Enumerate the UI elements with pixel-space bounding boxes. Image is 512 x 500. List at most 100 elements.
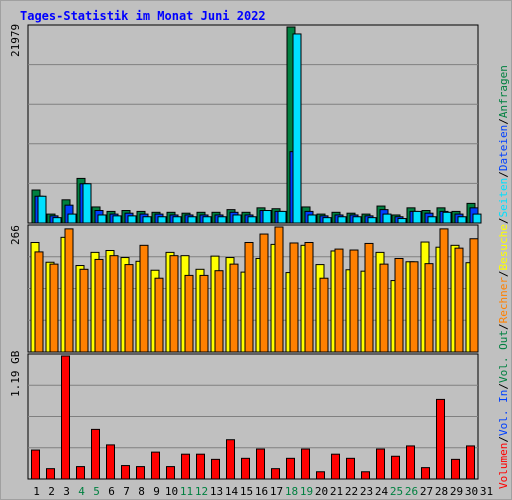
bar-hits-seiten-day-11 [187, 216, 197, 224]
bar-volume-volumen-day-13 [211, 458, 220, 480]
bar-visits-rechner-day-12 [199, 274, 209, 353]
legend-item-vol-in: Vol. In [497, 389, 510, 437]
bar-visits-rechner-day-23 [364, 242, 374, 353]
x-tick-label: 2 [48, 485, 55, 498]
bar-visits-rechner-day-18 [289, 242, 299, 353]
bar-visits-rechner-day-15 [244, 242, 254, 353]
x-tick-label: 30 [465, 485, 478, 498]
legend-separator: / [497, 270, 510, 278]
bar-volume-volumen-day-5 [91, 428, 100, 480]
bar-hits-seiten-day-2 [52, 217, 62, 224]
bar-hits-seiten-day-9 [157, 216, 167, 224]
bar-volume-volumen-day-29 [451, 458, 460, 480]
x-tick-label: 5 [93, 485, 100, 498]
bar-visits-rechner-day-29 [454, 247, 464, 353]
bar-volume-volumen-day-8 [136, 466, 145, 480]
bar-volume-volumen-day-14 [226, 439, 235, 480]
bars [30, 26, 482, 480]
x-tick-label: 6 [108, 485, 115, 498]
x-tick-label: 11 [180, 485, 193, 498]
bar-hits-seiten-day-8 [142, 216, 152, 224]
x-tick-label: 3 [63, 485, 70, 498]
bar-visits-rechner-day-13 [214, 270, 224, 353]
x-tick-label: 13 [210, 485, 223, 498]
bar-volume-volumen-day-9 [151, 451, 160, 480]
bar-volume-volumen-day-12 [196, 453, 205, 480]
bar-hits-seiten-day-27 [427, 216, 437, 224]
x-tick-label: 31 [480, 485, 493, 498]
legend-separator: / [497, 383, 510, 390]
bar-hits-seiten-day-20 [322, 217, 332, 224]
panel-hits [27, 24, 479, 224]
bar-hits-seiten-day-3 [67, 213, 77, 224]
bar-volume-volumen-day-18 [286, 457, 295, 480]
bar-hits-seiten-day-6 [112, 215, 122, 224]
bar-hits-seiten-day-28 [442, 211, 452, 224]
x-tick-label: 10 [165, 485, 178, 498]
bar-hits-seiten-day-1 [37, 195, 47, 224]
legend-separator: / [497, 171, 510, 178]
x-tick-label: 15 [240, 485, 253, 498]
bar-visits-rechner-day-8 [139, 244, 149, 353]
x-tick-label: 12 [195, 485, 208, 498]
bar-volume-volumen-day-28 [436, 398, 445, 480]
x-tick-label: 18 [285, 485, 298, 498]
bar-visits-rechner-day-21 [334, 248, 344, 353]
bar-volume-volumen-day-20 [316, 471, 325, 480]
x-tick-label: 9 [153, 485, 160, 498]
bar-volume-volumen-day-24 [376, 448, 385, 480]
x-tick-label: 29 [450, 485, 463, 498]
legend-item-anfragen: Anfragen [497, 65, 510, 119]
x-axis-labels: 1 2 3 4 5 6 7 8 9 10 11 12 13 14 15 16 17 18 19 20 21 22 23 24 2… [33, 485, 493, 498]
bar-visits-rechner-day-24 [379, 263, 389, 353]
bar-volume-volumen-day-6 [106, 444, 115, 480]
bar-hits-seiten-day-17 [277, 210, 287, 224]
bar-volume-volumen-day-16 [256, 448, 265, 480]
legend-item-rechner: Rechner [497, 277, 510, 324]
x-tick-label: 14 [225, 485, 239, 498]
bar-hits-seiten-day-25 [397, 218, 407, 224]
legend-item-dateien: Dateien [497, 124, 510, 172]
bar-hits-seiten-day-12 [202, 216, 212, 224]
bar-volume-volumen-day-10 [166, 466, 175, 480]
bar-visits-rechner-day-4 [79, 268, 89, 353]
bar-visits-rechner-day-25 [394, 257, 404, 353]
bar-visits-rechner-day-30 [469, 238, 479, 353]
bar-volume-volumen-day-1 [31, 449, 40, 480]
bar-volume-volumen-day-17 [271, 468, 280, 480]
bar-volume-volumen-day-19 [301, 448, 310, 480]
bar-visits-rechner-day-14 [229, 263, 239, 353]
x-tick-label: 17 [270, 485, 283, 498]
x-tick-label: 25 [390, 485, 403, 498]
bar-hits-seiten-day-23 [367, 217, 377, 224]
bar-hits-seiten-day-19 [307, 214, 317, 224]
bar-visits-rechner-day-6 [109, 255, 119, 353]
bar-volume-volumen-day-7 [121, 465, 130, 480]
x-tick-label: 8 [138, 485, 145, 498]
x-tick-label: 19 [300, 485, 313, 498]
bar-volume-volumen-day-4 [76, 466, 85, 480]
legend-item-besuche: Besuche [497, 224, 510, 271]
chart-title: Tages-Statistik im Monat Juni 2022 [20, 9, 266, 23]
legend-separator: / [497, 118, 510, 125]
bar-visits-rechner-day-27 [424, 263, 434, 353]
bar-visits-rechner-day-3 [64, 228, 74, 353]
bar-visits-rechner-day-22 [349, 249, 359, 353]
bar-volume-volumen-day-22 [346, 457, 355, 480]
bar-visits-rechner-day-1 [34, 251, 44, 353]
x-tick-label: 16 [255, 485, 268, 498]
bar-visits-rechner-day-16 [259, 233, 269, 353]
bar-hits-seiten-day-7 [127, 215, 137, 224]
bar-hits-seiten-day-13 [217, 216, 227, 224]
x-tick-label: 23 [360, 485, 373, 498]
legend-separator: / [497, 436, 510, 443]
bar-volume-volumen-day-25 [391, 455, 400, 480]
bar-hits-seiten-day-29 [457, 216, 467, 224]
bar-hits-seiten-day-16 [262, 210, 272, 224]
bar-visits-rechner-day-11 [184, 274, 194, 353]
bar-volume-volumen-day-2 [46, 468, 55, 480]
x-tick-label: 21 [330, 485, 343, 498]
bar-visits-rechner-day-20 [319, 277, 329, 353]
